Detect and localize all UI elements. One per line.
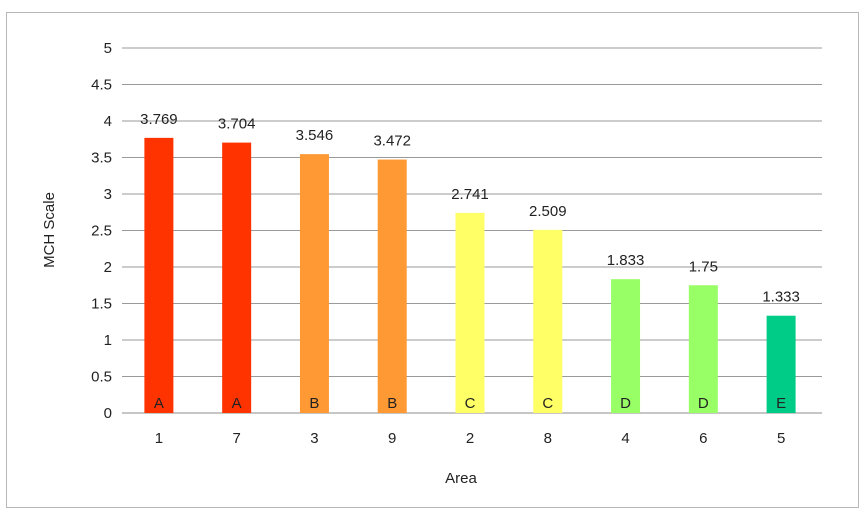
bar	[377, 159, 407, 413]
bar	[144, 137, 174, 413]
y-tick-label: 2	[104, 259, 112, 276]
y-tick-label: 0.5	[91, 369, 112, 386]
x-axis-title: Area	[445, 470, 477, 487]
data-label: 2.741	[451, 186, 489, 203]
bar	[688, 285, 718, 413]
x-tick-label: 8	[544, 430, 552, 447]
x-tick-label: 9	[388, 430, 396, 447]
x-tick-labels: 1 7 3 9 2 8 4 6 5	[155, 430, 786, 447]
y-tick-labels: 0 0.5 1 1.5 2 2.5 3 3.5 4 4.5 5	[91, 40, 112, 422]
bar-class-label: B	[309, 395, 319, 412]
y-tick-label: 4.5	[91, 77, 112, 94]
bar	[766, 315, 796, 413]
bar-class-label: E	[776, 395, 786, 412]
y-tick-label: 0	[104, 405, 112, 422]
y-tick-label: 2.5	[91, 223, 112, 240]
y-tick-label: 3	[104, 186, 112, 203]
bars: 3.769 A 3.704 A 3.546 B 3.472 B 2.741 C 2.509 C 1.83…	[140, 111, 800, 413]
y-tick-label: 3.5	[91, 150, 112, 167]
y-tick-label: 1.5	[91, 296, 112, 313]
data-label: 1.833	[607, 252, 645, 269]
data-label: 1.333	[762, 289, 800, 306]
data-label: 3.704	[218, 116, 256, 133]
bar-class-label: C	[542, 395, 553, 412]
bar-class-label: A	[232, 395, 242, 412]
x-tick-label: 1	[155, 430, 163, 447]
y-axis-title: MCH Scale	[41, 192, 58, 268]
data-label: 3.769	[140, 111, 178, 128]
bar-class-label: A	[154, 395, 164, 412]
y-tick-label: 5	[104, 40, 112, 57]
bar-class-label: D	[620, 395, 631, 412]
data-label: 1.75	[689, 258, 718, 275]
bar-class-label: D	[698, 395, 709, 412]
bar	[533, 229, 563, 413]
x-tick-label: 5	[777, 430, 785, 447]
x-tick-label: 3	[310, 430, 318, 447]
x-tick-label: 7	[232, 430, 240, 447]
bar	[222, 142, 252, 413]
x-tick-label: 2	[466, 430, 474, 447]
bar	[455, 212, 485, 413]
bar-class-label: C	[465, 395, 476, 412]
x-tick-label: 6	[699, 430, 707, 447]
bar	[299, 154, 329, 413]
x-tick-label: 4	[621, 430, 629, 447]
data-label: 3.472	[373, 133, 411, 150]
y-tick-label: 4	[104, 113, 112, 130]
bar	[611, 279, 641, 413]
data-label: 3.546	[296, 127, 334, 144]
bar-class-label: B	[387, 395, 397, 412]
y-tick-label: 1	[104, 332, 112, 349]
data-label: 2.509	[529, 203, 567, 220]
